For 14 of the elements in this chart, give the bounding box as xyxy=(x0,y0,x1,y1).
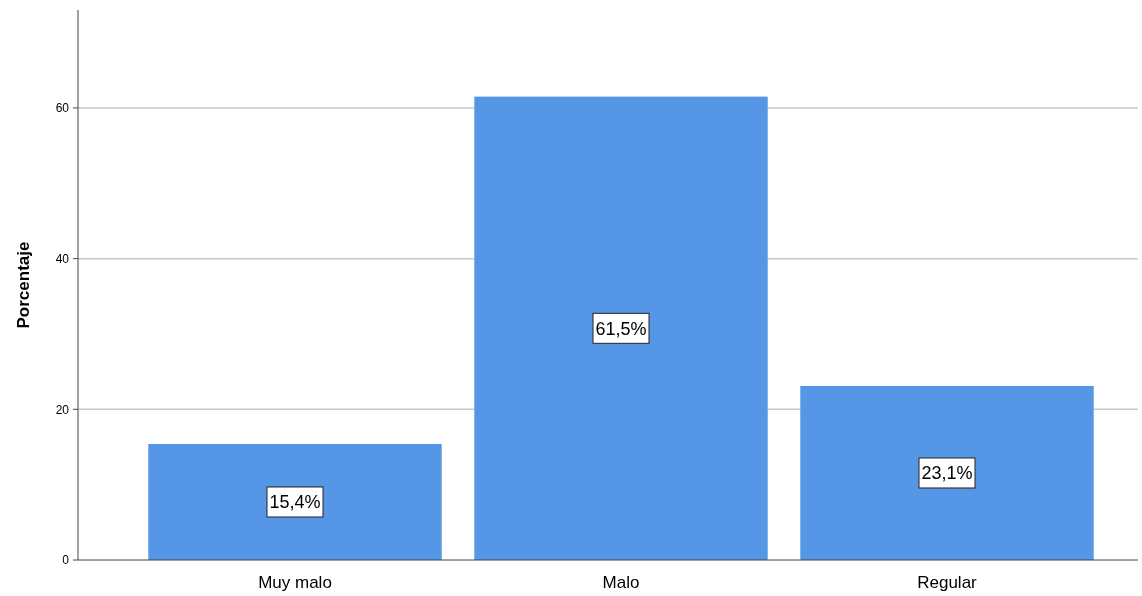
data-label: 23,1% xyxy=(921,463,973,484)
x-tick-label: Muy malo xyxy=(258,573,332,592)
data-label: 61,5% xyxy=(595,318,647,339)
data-label: 15,4% xyxy=(269,492,321,513)
bar xyxy=(800,385,1094,560)
y-axis-title: Porcentaje xyxy=(14,241,33,329)
x-tick-label: Malo xyxy=(602,573,640,592)
y-tick-label: 60 xyxy=(55,101,70,116)
bar xyxy=(148,443,442,560)
x-tick-label: Regular xyxy=(917,573,978,592)
y-tick-label: 40 xyxy=(55,251,70,266)
bar xyxy=(474,96,768,560)
y-tick-label: 20 xyxy=(55,402,70,417)
y-tick-label: 0 xyxy=(62,553,70,568)
